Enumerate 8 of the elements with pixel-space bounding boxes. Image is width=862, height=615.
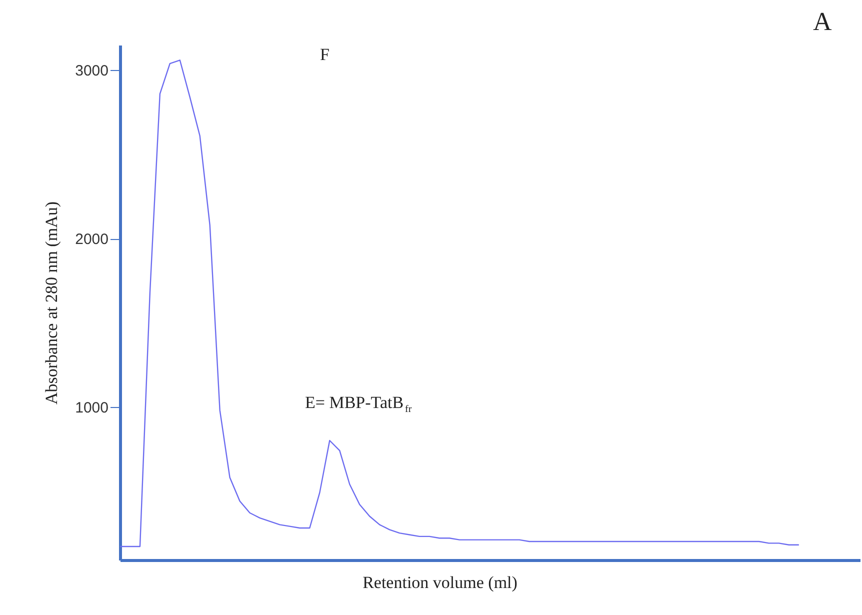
y-tick-label: 2000 [75, 231, 108, 248]
y-axis-title: Absorbance at 280 nm (mAu) [42, 201, 62, 405]
text: A [813, 7, 832, 36]
y-tick-label: 3000 [75, 62, 108, 80]
y-tick-label: 1000 [75, 399, 108, 416]
line-series [119, 60, 800, 548]
x-axis-title: Retention volume (ml) [362, 573, 518, 592]
annotation: F [320, 45, 330, 64]
